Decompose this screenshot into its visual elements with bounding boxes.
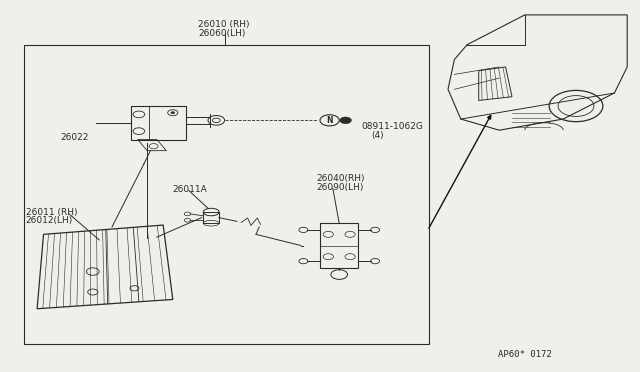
Text: 26060(LH): 26060(LH) (198, 29, 246, 38)
Text: 26022: 26022 (61, 133, 89, 142)
Text: 08911-1062G: 08911-1062G (362, 122, 424, 131)
Text: 26011A: 26011A (173, 185, 207, 194)
Text: 26010 (RH): 26010 (RH) (198, 20, 250, 29)
Text: 26040(RH): 26040(RH) (317, 174, 365, 183)
Text: 26011 (RH): 26011 (RH) (26, 208, 77, 217)
Text: 26012(LH): 26012(LH) (26, 217, 73, 225)
Text: N: N (326, 116, 333, 125)
Bar (320, 223, 358, 268)
Text: (4): (4) (371, 131, 384, 140)
Text: 26090(LH): 26090(LH) (317, 183, 364, 192)
Bar (131, 106, 186, 140)
Circle shape (171, 112, 175, 114)
Text: AP60* 0172: AP60* 0172 (498, 350, 552, 359)
Bar (24, 45, 429, 344)
Circle shape (340, 117, 351, 124)
Bar (203, 212, 219, 223)
